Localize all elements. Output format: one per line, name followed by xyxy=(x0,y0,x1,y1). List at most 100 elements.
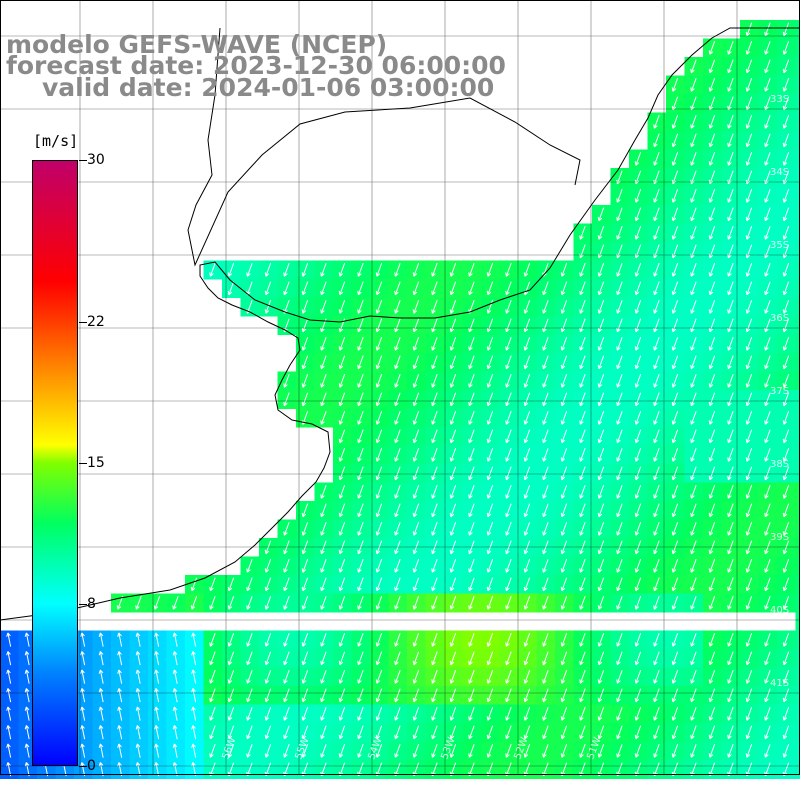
wind-arrow xyxy=(782,744,790,758)
wind-arrow xyxy=(172,688,178,703)
wind-arrow xyxy=(597,355,605,370)
wind-cell xyxy=(795,464,800,483)
wind-arrow xyxy=(117,743,123,758)
wind-arrow xyxy=(486,670,494,684)
wind-arrow xyxy=(375,559,383,573)
wind-arrow xyxy=(671,337,679,351)
wind-arrow xyxy=(653,337,660,351)
wind-arrow xyxy=(634,411,642,425)
wind-arrow xyxy=(301,281,309,296)
wind-arrow xyxy=(764,503,771,518)
wind-arrow xyxy=(394,577,401,592)
wind-arrow xyxy=(412,318,420,333)
wind-arrow xyxy=(560,596,568,610)
wind-arrow xyxy=(283,559,290,573)
wind-arrow xyxy=(597,670,605,684)
wind-arrow xyxy=(301,337,309,351)
wind-arrow xyxy=(782,577,790,592)
wind-arrow xyxy=(634,152,642,166)
wind-arrow xyxy=(782,633,790,647)
wind-arrow xyxy=(505,522,512,536)
wind-arrow xyxy=(431,411,438,425)
wind-arrow xyxy=(708,651,716,666)
wind-arrow xyxy=(449,392,457,407)
wind-cell xyxy=(795,408,800,428)
wind-arrow xyxy=(690,707,697,721)
wind-arrow xyxy=(727,133,734,148)
wind-arrow xyxy=(745,633,753,647)
wind-arrow xyxy=(486,522,494,536)
wind-arrow xyxy=(523,633,531,647)
wind-arrow xyxy=(283,670,290,684)
wind-arrow xyxy=(227,707,235,721)
wind-cell xyxy=(795,260,800,280)
wind-cell xyxy=(795,649,800,668)
wind-arrow xyxy=(431,392,438,407)
wind-arrow xyxy=(745,152,753,166)
wind-arrow xyxy=(468,744,475,758)
wind-arrow xyxy=(782,411,790,425)
wind-arrow xyxy=(394,337,401,351)
wind-arrow xyxy=(745,78,753,92)
wind-arrow xyxy=(412,651,420,666)
wind-arrow xyxy=(117,651,123,666)
wind-arrow xyxy=(172,651,178,666)
wind-arrow xyxy=(486,485,494,499)
wind-arrow xyxy=(6,632,12,647)
wind-arrow xyxy=(690,115,697,129)
wind-arrow xyxy=(375,485,383,499)
wind-arrow xyxy=(431,688,438,703)
wind-arrow xyxy=(264,633,272,647)
wind-arrow xyxy=(523,337,531,351)
coastline xyxy=(0,27,800,621)
wind-arrow xyxy=(394,300,401,314)
wind-arrow xyxy=(98,762,104,777)
wind-arrow xyxy=(486,374,494,388)
wind-arrow xyxy=(264,688,272,703)
wind-arrow xyxy=(653,466,660,481)
wind-arrow xyxy=(172,743,178,758)
wind-arrow xyxy=(301,522,309,536)
wind-arrow xyxy=(708,392,716,407)
wind-arrow xyxy=(449,670,457,684)
wind-arrow xyxy=(542,744,549,758)
wind-arrow xyxy=(246,559,253,573)
wind-arrow xyxy=(523,466,531,481)
wind-arrow xyxy=(505,411,512,425)
wind-arrow xyxy=(412,281,420,296)
wind-arrow xyxy=(468,466,475,481)
wind-arrow xyxy=(523,429,531,444)
wind-arrow xyxy=(782,559,790,573)
wind-arrow xyxy=(764,281,771,296)
wind-arrow xyxy=(653,577,660,592)
wind-arrow xyxy=(727,503,734,518)
wind-arrow xyxy=(431,707,438,721)
wind-arrow xyxy=(412,633,420,647)
wind-arrow xyxy=(579,263,586,277)
wind-arrow xyxy=(394,355,401,370)
wind-arrow xyxy=(782,355,790,370)
wind-arrow xyxy=(375,577,383,592)
wind-arrow xyxy=(597,318,605,333)
wind-arrow xyxy=(338,707,346,721)
wind-arrow xyxy=(597,429,605,444)
wind-arrow xyxy=(338,596,346,610)
wind-arrow xyxy=(375,503,383,518)
wind-arrow xyxy=(745,337,753,351)
wind-arrow xyxy=(708,152,716,166)
wind-arrow xyxy=(560,300,568,314)
wind-arrow xyxy=(449,577,457,592)
wind-arrow xyxy=(782,596,790,610)
wind-arrow xyxy=(486,337,494,351)
wind-arrow xyxy=(357,707,364,721)
wind-arrow xyxy=(523,355,531,370)
wind-arrow xyxy=(486,707,494,721)
wind-arrow xyxy=(486,725,494,740)
wind-arrow xyxy=(745,707,753,721)
wind-arrow xyxy=(431,651,438,666)
wind-arrow xyxy=(727,318,734,333)
border-line xyxy=(187,27,581,267)
wind-arrow xyxy=(264,300,272,314)
wind-arrow xyxy=(782,688,790,703)
